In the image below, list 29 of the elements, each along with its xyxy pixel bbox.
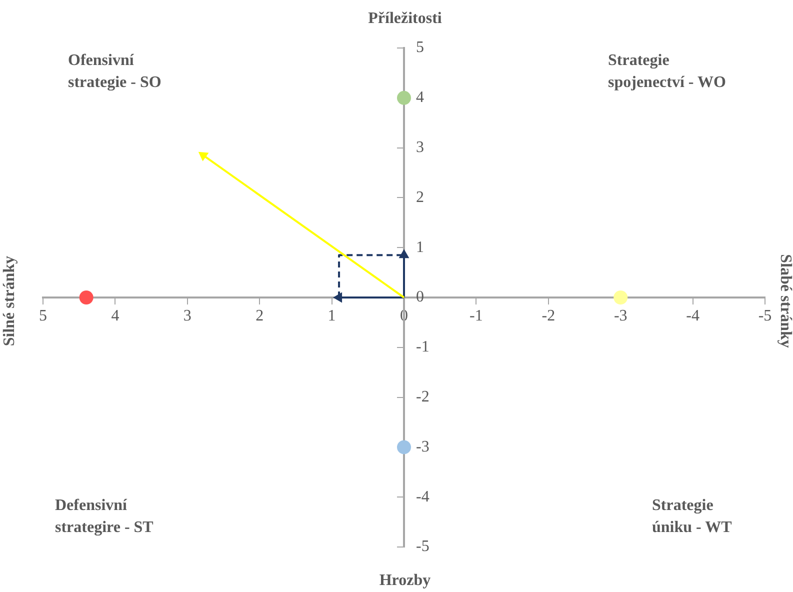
x-tick-label: -3: [614, 307, 628, 324]
y-tick-label: 3: [416, 139, 424, 156]
y-tick-label: -1: [416, 338, 430, 356]
y-tick-label: 0: [416, 288, 424, 306]
text: Slabé stránky: [776, 253, 793, 350]
y-tick-label: -3: [416, 438, 430, 456]
text: Hrozby: [378, 571, 432, 591]
y-tick-label: 4: [416, 89, 424, 106]
x-tick-label: -5: [758, 307, 772, 324]
y-tick-label: -2: [416, 388, 430, 406]
x-tick-label: -2: [542, 307, 556, 324]
y-tick-label: -4: [416, 488, 430, 506]
y-tick-label: -5: [416, 538, 430, 556]
y-tick-label: 5: [416, 39, 424, 56]
x-tick-label: 1: [328, 307, 336, 324]
annotation: Strategie spojenectví - WO: [608, 51, 727, 93]
x-tick-label: 4: [111, 307, 120, 324]
y-tick-label: 2: [416, 188, 424, 206]
text: Silné stránky: [0, 254, 19, 348]
annotation: Ofensivní strategie - SO: [68, 51, 162, 93]
text: Příležitosti: [367, 9, 443, 29]
x-tick-label: 5: [39, 307, 47, 324]
x-tick-label: -4: [686, 307, 700, 324]
x-tick-label: 3: [183, 307, 192, 324]
annotation: Defensivní strategire - ST: [55, 496, 154, 538]
annotation: Strategie úniku - WT: [652, 496, 733, 538]
y-tick-label: 1: [416, 238, 424, 256]
x-tick-label: -1: [470, 307, 483, 324]
x-tick-label: 2: [256, 307, 264, 324]
